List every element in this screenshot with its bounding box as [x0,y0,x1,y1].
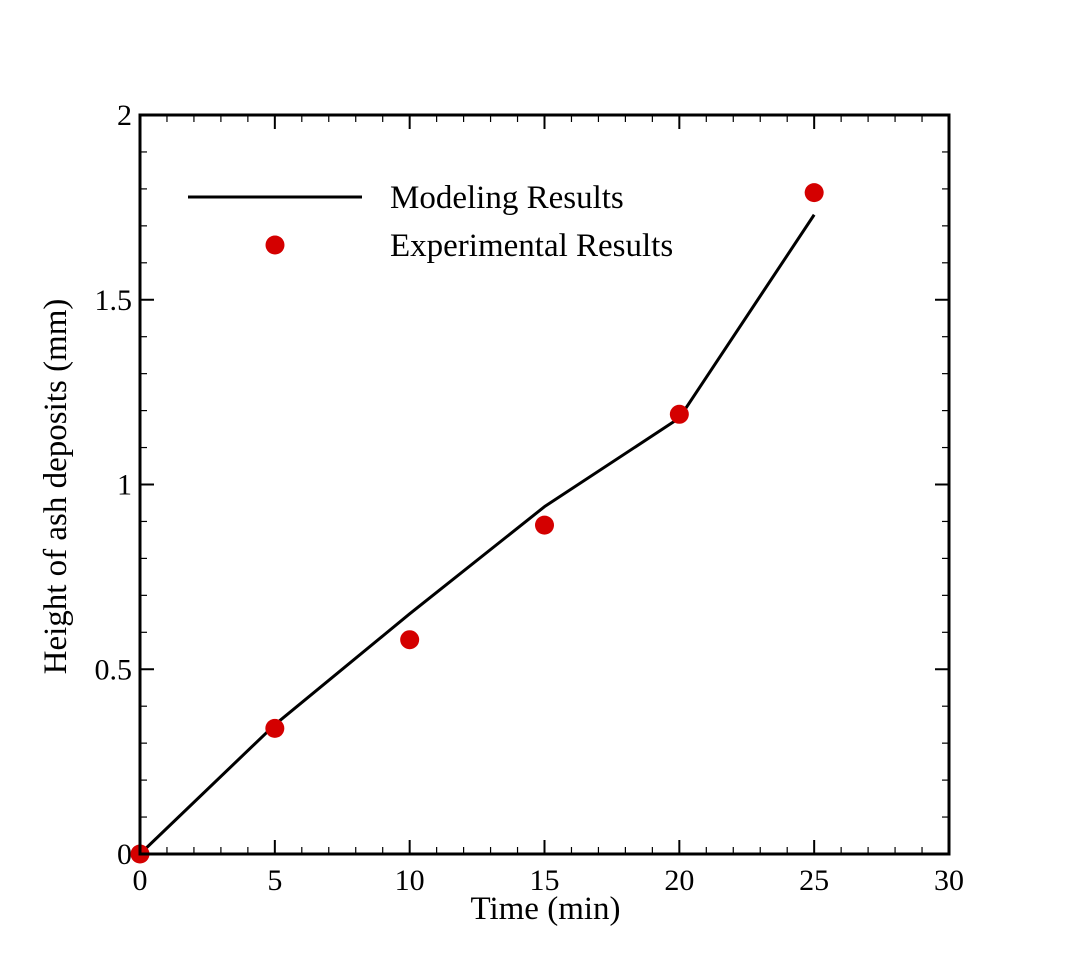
x-axis-title: Time (min) [470,891,620,927]
legend: Modeling Results Experimental Results [188,180,673,264]
x-tick-label: 25 [799,864,829,897]
x-tick-label: 15 [530,864,560,897]
data-point-experimental [265,718,285,738]
legend-label-modeling: Modeling Results [390,180,624,216]
x-tick-label: 5 [267,864,282,897]
y-tick-label: 0.5 [95,653,133,686]
plot-frame [138,113,951,856]
data-point-experimental [669,404,689,424]
minor-ticks [139,114,950,855]
x-tick-label: 30 [934,864,964,897]
series-layer [130,183,824,864]
series-line-modeling [138,213,816,856]
x-tick-labels: 0 5 10 15 20 25 30 [133,864,965,897]
y-tick-label: 2 [117,99,132,132]
y-tick-label: 0 [117,838,132,871]
data-point-experimental [535,515,554,535]
y-tick-label: 1 [117,469,132,502]
legend-label-experimental: Experimental Results [390,228,673,264]
y-axis-title: Height of ash deposits (mm) [38,299,74,675]
legend-marker-swatch [265,235,285,255]
x-tick-label: 0 [133,864,148,897]
data-point-experimental [400,630,420,650]
major-ticks [139,114,950,855]
x-tick-label: 20 [664,864,694,897]
y-tick-labels: 0 0.5 1 1.5 2 [95,99,133,871]
y-tick-label: 1.5 [95,284,133,317]
x-tick-label: 10 [395,864,425,897]
data-point-experimental [804,183,824,203]
